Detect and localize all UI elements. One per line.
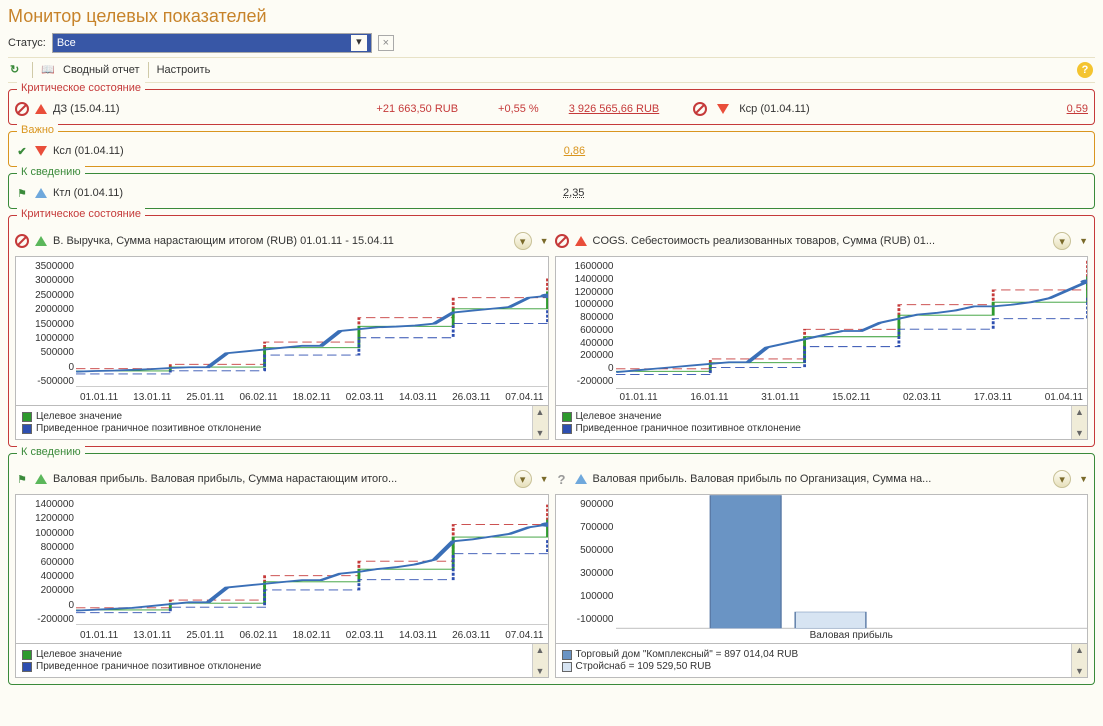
chevron-down-icon[interactable]: ▼ bbox=[1077, 474, 1088, 484]
chart-area: 900000700000500000300000100000-100000 Ва… bbox=[555, 494, 1089, 644]
page-title: Монитор целевых показателей bbox=[8, 6, 1095, 27]
group-legend-critical: Критическое состояние bbox=[17, 82, 145, 94]
y-axis: 3500000300000025000002000000150000010000… bbox=[16, 257, 76, 405]
chart-area: 3500000300000025000002000000150000010000… bbox=[15, 256, 549, 406]
kcp-label: Кср (01.04.11) bbox=[739, 103, 809, 115]
x-axis: 01.01.1113.01.1125.01.1106.02.1118.02.11… bbox=[76, 630, 548, 641]
separator bbox=[148, 62, 149, 78]
chart-menu-button[interactable]: ▾ bbox=[1053, 232, 1071, 250]
chart-gross2: ? Валовая прибыль. Валовая прибыль по Ор… bbox=[555, 468, 1089, 678]
chart-legend: Торговый дом "Комплексный" = 897 014,04 … bbox=[556, 644, 1072, 677]
chart-legend: Целевое значение Приведенное граничное п… bbox=[16, 644, 532, 677]
chart-area: 1400000120000010000008000006000004000002… bbox=[15, 494, 549, 644]
group-legend-info-2: К сведению bbox=[17, 446, 85, 458]
chevron-down-icon[interactable]: ▼ bbox=[1077, 236, 1088, 246]
group-info: К сведению ⚑ Ктл (01.04.11) 2,35 bbox=[8, 173, 1095, 209]
legend-scroll[interactable]: ▲▼ bbox=[1071, 406, 1087, 439]
chart-menu-button[interactable]: ▾ bbox=[514, 470, 532, 488]
chevron-down-icon[interactable]: ▼ bbox=[538, 236, 549, 246]
status-value: Все bbox=[57, 37, 76, 49]
status-select[interactable]: Все ▾ bbox=[52, 33, 372, 53]
group-critical-charts: Критическое состояние В. Выручка, Сумма … bbox=[8, 215, 1095, 447]
chart-title: Валовая прибыль. Валовая прибыль по Орга… bbox=[593, 473, 1048, 485]
chart-title: Валовая прибыль. Валовая прибыль, Сумма … bbox=[53, 473, 508, 485]
trend-icon bbox=[35, 236, 47, 246]
group-legend-info: К сведению bbox=[17, 166, 85, 178]
group-legend-important: Важно bbox=[17, 124, 58, 136]
check-icon: ✔ bbox=[15, 144, 29, 158]
trend-up-icon bbox=[35, 104, 47, 114]
group-info-charts: К сведению ⚑ Валовая прибыль. Валовая пр… bbox=[8, 453, 1095, 685]
dz-delta-pct: +0,55 % bbox=[498, 103, 539, 115]
trend-down-icon bbox=[717, 104, 729, 114]
ksl-value[interactable]: 0,86 bbox=[564, 145, 585, 157]
status-clear-button[interactable]: × bbox=[378, 35, 394, 51]
y-axis: 1600000140000012000001000000800000600000… bbox=[556, 257, 616, 405]
flag-icon: ⚑ bbox=[15, 472, 29, 486]
y-axis: 1400000120000010000008000006000004000002… bbox=[16, 495, 76, 643]
legend-scroll[interactable]: ▲▼ bbox=[532, 644, 548, 677]
legend-scroll[interactable]: ▲▼ bbox=[1071, 644, 1087, 677]
chart-revenue: В. Выручка, Сумма нарастающим итогом (RU… bbox=[15, 230, 549, 440]
refresh-icon[interactable]: ↻ bbox=[10, 63, 24, 77]
legend-scroll[interactable]: ▲▼ bbox=[532, 406, 548, 439]
x-axis-label: Валовая прибыль bbox=[616, 630, 1088, 641]
dz-label: ДЗ (15.04.11) bbox=[53, 103, 119, 115]
chevron-down-icon[interactable]: ▼ bbox=[538, 474, 549, 484]
chart-cogs: COGS. Себестоимость реализованных товаро… bbox=[555, 230, 1089, 440]
trend-icon bbox=[575, 236, 587, 246]
group-critical: Критическое состояние ДЗ (15.04.11) +21 … bbox=[8, 89, 1095, 125]
trend-down-icon bbox=[35, 146, 47, 156]
settings-link[interactable]: Настроить bbox=[157, 64, 211, 76]
dz-value[interactable]: 3 926 565,66 RUB bbox=[569, 103, 660, 115]
chart-title: COGS. Себестоимость реализованных товаро… bbox=[593, 235, 1048, 247]
trend-icon bbox=[575, 474, 587, 484]
y-axis: 900000700000500000300000100000-100000 bbox=[556, 495, 616, 643]
dz-delta-abs: +21 663,50 RUB bbox=[376, 103, 458, 115]
ktl-value[interactable]: 2,35 bbox=[563, 187, 584, 199]
ksl-label: Ксл (01.04.11) bbox=[53, 145, 124, 157]
chart-legend: Целевое значение Приведенное граничное п… bbox=[556, 406, 1072, 439]
chart-legend: Целевое значение Приведенное граничное п… bbox=[16, 406, 532, 439]
ktl-label: Ктл (01.04.11) bbox=[53, 187, 123, 199]
chart-title: В. Выручка, Сумма нарастающим итогом (RU… bbox=[53, 235, 508, 247]
separator bbox=[32, 62, 33, 78]
flag-icon: ⚑ bbox=[15, 186, 29, 200]
group-important: Важно ✔ Ксл (01.04.11) 0,86 bbox=[8, 131, 1095, 167]
forbid-icon bbox=[15, 102, 29, 116]
summary-report-link[interactable]: Сводный отчет bbox=[63, 64, 140, 76]
chart-gross1: ⚑ Валовая прибыль. Валовая прибыль, Сумм… bbox=[15, 468, 549, 678]
forbid-icon bbox=[15, 234, 29, 248]
chart-menu-button[interactable]: ▾ bbox=[1053, 470, 1071, 488]
status-label: Статус: bbox=[8, 37, 46, 49]
trend-icon bbox=[35, 474, 47, 484]
x-axis: 01.01.1113.01.1125.01.1106.02.1118.02.11… bbox=[76, 392, 548, 403]
forbid-icon bbox=[555, 234, 569, 248]
x-axis: 01.01.1116.01.1131.01.1115.02.1102.03.11… bbox=[616, 392, 1088, 403]
help-icon[interactable]: ? bbox=[1077, 62, 1093, 78]
kcp-value[interactable]: 0,59 bbox=[1067, 103, 1088, 115]
question-icon: ? bbox=[555, 472, 569, 486]
chart-area: 1600000140000012000001000000800000600000… bbox=[555, 256, 1089, 406]
forbid-icon bbox=[693, 102, 707, 116]
status-dropdown-icon[interactable]: ▾ bbox=[351, 35, 367, 51]
group-legend-critical-2: Критическое состояние bbox=[17, 208, 145, 220]
report-icon[interactable]: 📖 bbox=[41, 63, 55, 77]
chart-menu-button[interactable]: ▾ bbox=[514, 232, 532, 250]
trend-up-icon bbox=[35, 188, 47, 198]
